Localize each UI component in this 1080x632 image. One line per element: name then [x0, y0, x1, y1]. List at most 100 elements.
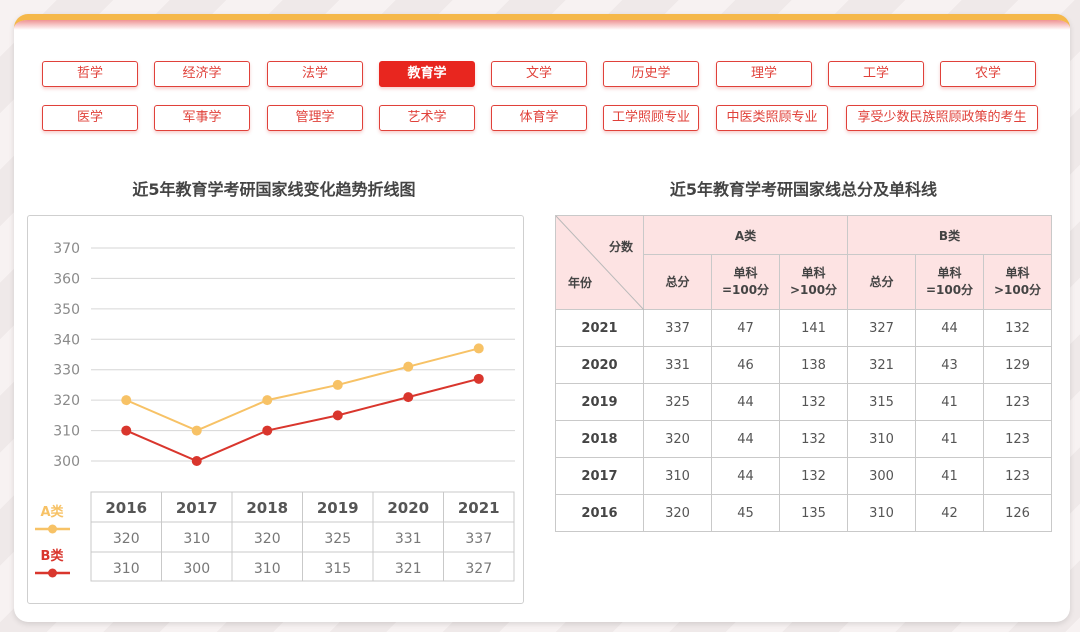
score-cell: 41	[915, 420, 984, 458]
year-cell: 2016	[555, 494, 644, 532]
legend-marker	[48, 568, 57, 578]
subject-button-row2.3[interactable]: 艺术学	[379, 105, 475, 131]
data-point-a	[332, 379, 343, 390]
subject-button-row2.0[interactable]: 医学	[42, 105, 138, 131]
year-cell: 2019	[555, 383, 644, 421]
data-point-a	[121, 395, 132, 406]
y-tick-label: 370	[53, 241, 80, 257]
corner-diagonal	[556, 216, 644, 310]
subject-button-row1.8[interactable]: 农学	[940, 61, 1036, 87]
score-cell: 325	[643, 383, 712, 421]
sub-header-cell: 单科 >100分	[983, 254, 1052, 310]
subject-button-row2.2[interactable]: 管理学	[267, 105, 363, 131]
data-point-b	[262, 425, 273, 436]
data-value-label: 320	[113, 531, 140, 547]
y-tick-label: 360	[53, 271, 80, 287]
card-top-accent	[14, 20, 1070, 30]
score-cell: 42	[915, 494, 984, 532]
x-category-label: 2019	[317, 499, 359, 517]
table-corner-cell: 分数 年份	[555, 215, 644, 310]
subject-button-row1.7[interactable]: 工学	[828, 61, 924, 87]
subject-button-row1.1[interactable]: 经济学	[154, 61, 250, 87]
score-cell: 337	[643, 309, 712, 347]
series-line-b	[125, 377, 480, 463]
score-cell: 315	[847, 383, 916, 421]
score-cell: 141	[779, 309, 848, 347]
score-cell: 321	[847, 346, 916, 384]
score-cell: 43	[915, 346, 984, 384]
y-tick-label: 300	[53, 454, 80, 470]
score-cell: 327	[847, 309, 916, 347]
data-value-label: 327	[465, 561, 492, 577]
sub-header-cell: 单科 >100分	[779, 254, 848, 310]
line-chart: 370 360 350 340 330 320 310 300 2016 2017 2018 2019…	[35, 241, 515, 582]
data-value-label: 310	[183, 531, 210, 547]
score-cell: 310	[643, 457, 712, 495]
data-value-label: 325	[324, 531, 351, 547]
score-cell: 331	[643, 346, 712, 384]
subject-button-row1.4[interactable]: 文学	[491, 61, 587, 87]
score-cell: 310	[847, 494, 916, 532]
score-cell: 45	[711, 494, 780, 532]
corner-label-year: 年份	[568, 276, 593, 290]
data-value-label: 300	[183, 561, 210, 577]
score-cell: 132	[779, 457, 848, 495]
subject-button-row1.3[interactable]: 教育学	[379, 61, 475, 87]
subject-button-row2.6[interactable]: 中医类照顾专业	[716, 105, 828, 131]
table-row: 2020 331 46 138 321 43 129	[555, 346, 1052, 384]
content-card: 哲学 经济学 法学 教育学 文学 历史学 理学 工学 农学医学 军事学 管理学 艺术学 体育学 工学照顾专…	[14, 14, 1070, 622]
score-cell: 135	[779, 494, 848, 532]
score-cell: 41	[915, 383, 984, 421]
score-cell: 129	[983, 346, 1052, 384]
score-cell: 123	[983, 457, 1052, 495]
score-cell: 46	[711, 346, 780, 384]
table-row: 2021 337 47 141 327 44 132	[555, 309, 1052, 347]
score-cell: 132	[779, 383, 848, 421]
corner-label-score: 分数	[608, 240, 633, 254]
score-cell: 126	[983, 494, 1052, 532]
score-cell: 123	[983, 420, 1052, 458]
subject-button-row1.6[interactable]: 理学	[716, 61, 812, 87]
data-point-a	[403, 361, 414, 372]
score-cell: 132	[983, 309, 1052, 347]
group-header-b: B类	[847, 215, 1052, 255]
score-cell: 138	[779, 346, 848, 384]
table-row: 2018 320 44 132 310 41 123	[555, 420, 1052, 458]
y-tick-label: 310	[53, 424, 80, 440]
score-cell: 41	[915, 457, 984, 495]
group-header-a: A类	[643, 215, 848, 255]
subject-button-row2.7[interactable]: 享受少数民族照顾政策的考生	[846, 105, 1038, 131]
subject-button-row1.0[interactable]: 哲学	[42, 61, 138, 87]
score-cell: 300	[847, 457, 916, 495]
legend-label: A类	[40, 504, 64, 520]
data-value-label: 337	[465, 531, 492, 547]
subject-button-row1.2[interactable]: 法学	[267, 61, 363, 87]
score-cell: 47	[711, 309, 780, 347]
score-cell: 132	[779, 420, 848, 458]
table-row: 2016 320 45 135 310 42 126	[555, 494, 1052, 532]
table-row: 2019 325 44 132 315 41 123	[555, 383, 1052, 421]
data-value-label: 315	[324, 561, 351, 577]
data-value-label: 310	[254, 561, 281, 577]
sub-header-cell: 总分	[643, 254, 712, 310]
y-tick-label: 330	[53, 363, 80, 379]
data-point-b	[121, 425, 132, 436]
year-cell: 2021	[555, 309, 644, 347]
data-value-label: 331	[395, 531, 422, 547]
y-tick-label: 340	[53, 332, 80, 348]
year-cell: 2020	[555, 346, 644, 384]
data-point-a	[262, 395, 273, 406]
data-value-label: 310	[113, 561, 140, 577]
data-point-b	[191, 456, 202, 466]
x-category-label: 2020	[387, 499, 429, 517]
x-category-label: 2021	[458, 499, 500, 517]
subject-button-row2.5[interactable]: 工学照顾专业	[603, 105, 699, 131]
data-value-label: 320	[254, 531, 281, 547]
line-chart-panel: 370 360 350 340 330 320 310 300 2016 2017 2018 2019…	[27, 215, 524, 604]
subject-button-row1.5[interactable]: 历史学	[603, 61, 699, 87]
subject-button-row2.1[interactable]: 军事学	[154, 105, 250, 131]
score-cell: 123	[983, 383, 1052, 421]
score-cell: 320	[643, 494, 712, 532]
series-line-a	[125, 347, 480, 432]
subject-button-row2.4[interactable]: 体育学	[491, 105, 587, 131]
